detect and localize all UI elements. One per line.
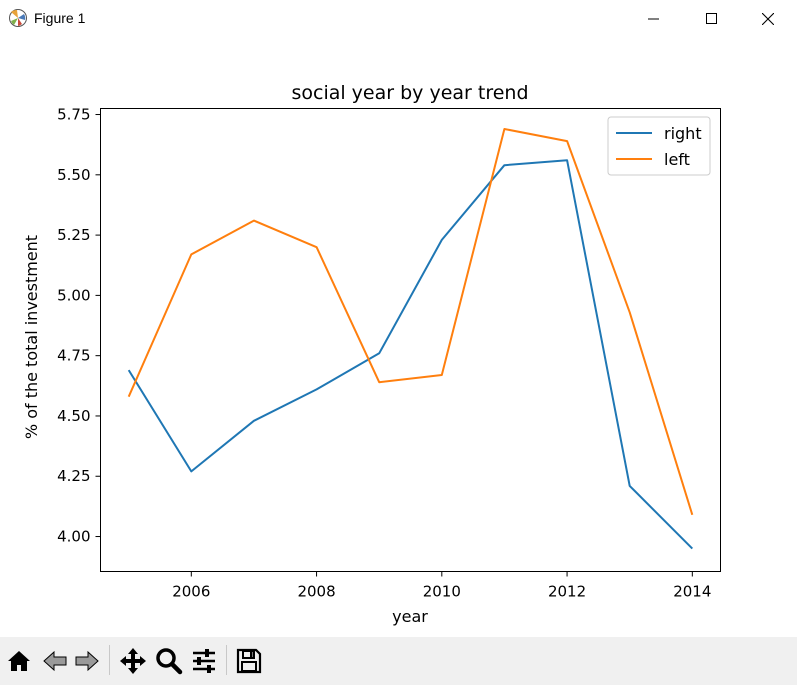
y-tick-label: 4.50 [57,407,90,425]
x-ticks: 2006 2008 2010 2012 2014 [172,571,711,601]
pan-button[interactable] [118,646,148,676]
maximize-button[interactable] [683,0,741,37]
minimize-icon [648,18,659,19]
configure-subplots-icon [193,649,215,673]
y-tick-label: 5.00 [57,286,90,304]
home-button[interactable] [4,646,34,676]
close-icon [762,12,774,25]
legend-label-left: left [664,150,690,169]
y-ticks: 4.00 4.25 4.50 4.75 5.00 5.25 5.50 5.75 [57,106,101,546]
zoom-button[interactable] [154,646,184,676]
back-icon [43,650,67,672]
x-tick-label: 2008 [297,583,335,601]
plot-lines [127,128,694,550]
series-line-right [127,159,694,550]
matplotlib-icon [9,9,27,27]
chart-title: social year by year trend [291,82,528,104]
legend-label-right: right [664,124,702,143]
forward-icon [75,650,99,672]
series-line-left [127,128,694,516]
x-axis-label: year [392,607,428,626]
y-tick-label: 5.25 [57,226,90,244]
y-tick-label: 4.25 [57,467,90,485]
window-title: Figure 1 [34,10,86,26]
y-tick-label: 4.00 [57,528,90,546]
save-button[interactable] [234,646,264,676]
toolbar-separator [226,645,227,675]
home-icon [8,651,30,671]
maximize-icon [706,12,717,24]
legend-box [607,116,711,176]
back-button[interactable] [40,646,70,676]
y-tick-label: 5.50 [57,166,90,184]
y-tick-label: 5.75 [57,106,90,124]
configure-subplots-button[interactable] [189,646,219,676]
x-tick-label: 2012 [548,583,586,601]
zoom-icon [156,648,183,675]
y-axis-label: % of the total investment [22,235,41,439]
navigation-toolbar [0,637,797,685]
x-tick-label: 2014 [673,583,711,601]
toolbar-separator [109,645,110,675]
figure-canvas: social year by year trend % of the total… [0,37,797,637]
forward-button[interactable] [72,646,102,676]
y-tick-label: 4.75 [57,347,90,365]
axes-frame [100,108,721,572]
save-icon [236,648,262,674]
x-tick-label: 2006 [172,583,210,601]
x-tick-label: 2010 [423,583,461,601]
minimize-button[interactable] [625,0,683,37]
pan-icon [120,648,146,674]
legend: right left [607,116,711,176]
line-chart: social year by year trend % of the total… [22,82,721,626]
window-titlebar: Figure 1 [0,0,797,37]
close-button[interactable] [739,0,797,37]
